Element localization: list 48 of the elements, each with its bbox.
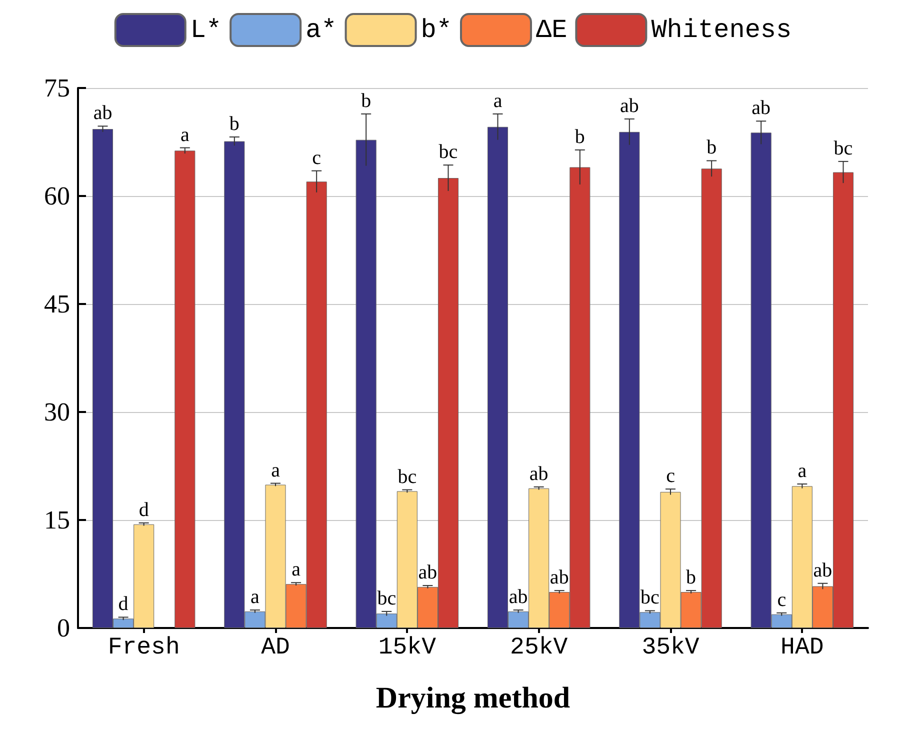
data-label: c bbox=[666, 465, 676, 488]
x-tick-label: 25kV bbox=[510, 634, 568, 662]
x-tick-label: Fresh bbox=[108, 634, 180, 662]
data-label: ab bbox=[752, 97, 771, 120]
data-label: b bbox=[686, 566, 696, 589]
bar bbox=[174, 150, 196, 628]
legend-label: b* bbox=[420, 15, 452, 45]
data-label: a bbox=[292, 558, 301, 581]
data-label: d bbox=[138, 498, 149, 521]
data-label: b bbox=[574, 126, 585, 148]
x-tick-label: 15kV bbox=[378, 634, 437, 662]
y-tick-label: 0 bbox=[57, 614, 70, 642]
data-label: bc bbox=[438, 141, 458, 164]
legend-label: ΔE bbox=[536, 15, 568, 45]
data-label: bc bbox=[377, 587, 396, 610]
data-label: ab bbox=[813, 559, 832, 582]
data-label: c bbox=[312, 146, 322, 169]
data-label: a bbox=[180, 124, 190, 146]
y-tick-label: 60 bbox=[44, 182, 70, 210]
data-label: ab bbox=[508, 586, 528, 608]
y-tick-label: 15 bbox=[44, 506, 70, 534]
x-tick-label: AD bbox=[261, 634, 290, 662]
data-label: b bbox=[361, 90, 372, 112]
data-label: a bbox=[493, 90, 502, 112]
y-tick-label: 30 bbox=[44, 398, 70, 426]
data-label: a bbox=[271, 459, 280, 482]
data-label: ab bbox=[529, 462, 548, 485]
x-tick-label: 35kV bbox=[642, 634, 700, 662]
legend-label: L* bbox=[190, 15, 222, 45]
data-label: a bbox=[798, 460, 807, 482]
y-tick-label: 75 bbox=[44, 74, 70, 102]
data-label: bc bbox=[398, 466, 417, 488]
data-label: a bbox=[250, 586, 260, 608]
legend-label: a* bbox=[306, 15, 337, 45]
data-label: ab bbox=[550, 566, 569, 589]
data-label: ab bbox=[620, 94, 639, 117]
data-label: d bbox=[118, 593, 128, 616]
data-label: ab bbox=[418, 562, 438, 584]
data-label: b bbox=[229, 112, 240, 135]
x-axis-title: Drying method bbox=[376, 682, 570, 714]
data-label: ab bbox=[93, 102, 112, 124]
legend-label: Whiteness bbox=[651, 15, 792, 45]
data-label: bc bbox=[834, 137, 853, 160]
data-label: c bbox=[777, 588, 786, 611]
x-tick-label: HAD bbox=[780, 634, 824, 662]
data-label: b bbox=[706, 136, 717, 159]
y-tick-label: 45 bbox=[44, 290, 70, 318]
data-label: bc bbox=[640, 586, 660, 609]
